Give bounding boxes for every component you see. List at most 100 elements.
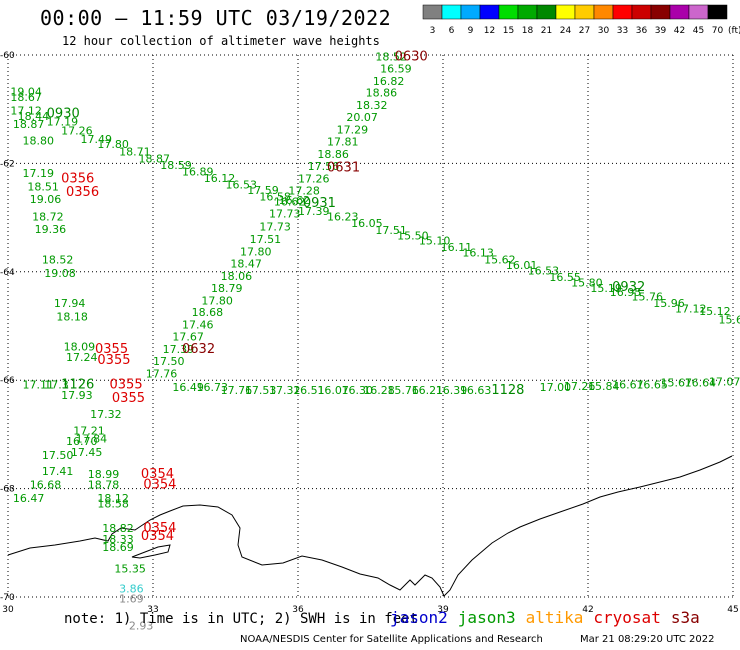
swh-value: 17.93 xyxy=(61,389,93,402)
swh-value: 19.08 xyxy=(44,267,76,280)
swh-value: 17.59 xyxy=(247,184,279,197)
legend-swatch xyxy=(498,4,519,20)
legend-swatch xyxy=(707,4,728,20)
lat-label: -68 xyxy=(0,485,15,495)
legend-label: 21 xyxy=(541,26,552,36)
swh-value: 18.80 xyxy=(23,134,55,147)
legend-label: 33 xyxy=(617,26,628,36)
swh-value: 17.29 xyxy=(337,124,369,137)
legend-swatch xyxy=(612,4,633,20)
legend-swatch xyxy=(441,4,462,20)
legend-label: 24 xyxy=(560,26,572,36)
swh-value: 16.12 xyxy=(204,172,236,185)
legend-label: 27 xyxy=(579,26,590,36)
swh-value: 16.67 xyxy=(612,378,644,391)
swh-value: 16.13 xyxy=(462,247,494,260)
footer-credit: NOAA/NESDIS Center for Satellite Applica… xyxy=(240,634,543,645)
lat-label: -64 xyxy=(0,268,15,278)
swh-value: 15.80 xyxy=(571,276,603,289)
pass-time: 0631 xyxy=(327,161,360,176)
swh-value: 16.47 xyxy=(13,492,45,505)
satellite-name: altika xyxy=(525,608,584,627)
swh-value: 16.28 xyxy=(363,384,395,397)
swh-value: 18.06 xyxy=(221,270,253,283)
pass-time: 0355 xyxy=(110,377,143,392)
legend-swatch xyxy=(460,4,481,20)
legend-label: 30 xyxy=(598,26,610,36)
lat-label: -62 xyxy=(0,159,15,169)
swh-value: 17.94 xyxy=(54,297,86,310)
pass-time: 0354 xyxy=(143,521,176,536)
pass-time: 0932 xyxy=(612,280,645,295)
coastline xyxy=(7,455,733,597)
swh-value: 17.19 xyxy=(47,115,79,128)
swh-value: 16.05 xyxy=(351,217,383,230)
swh-value: 18.33 xyxy=(102,533,134,546)
swh-value: 18.44 xyxy=(18,110,49,123)
swh-value: 17.28 xyxy=(288,184,320,197)
legend-swatch xyxy=(422,4,443,20)
legend-label: 45 xyxy=(693,26,704,36)
swh-value: 16.58 xyxy=(259,190,291,203)
swh-value: 15.19 xyxy=(590,282,622,295)
swh-value: 19.04 xyxy=(10,86,42,99)
swh-value: 18.99 xyxy=(88,468,120,481)
pass-time: 0931 xyxy=(303,196,336,211)
swh-value: 15.76 xyxy=(387,384,419,397)
legend-label: 15 xyxy=(503,26,514,36)
swh-value: 17.50 xyxy=(42,449,73,462)
legend-label: 3 xyxy=(430,26,436,36)
legend-label: 36 xyxy=(636,26,648,36)
swh-value: 15.10 xyxy=(419,235,451,248)
legend-label: 18 xyxy=(522,26,534,36)
swh-value: 15.62 xyxy=(484,254,516,267)
swh-value: 17.80 xyxy=(201,294,233,307)
legend-swatch xyxy=(669,4,690,20)
pass-time: 0354 xyxy=(143,478,176,493)
swh-value: 16.73 xyxy=(197,381,229,394)
swh-value: 18.87 xyxy=(139,152,171,165)
swh-value: 17.00 xyxy=(540,381,572,394)
swh-value: 17.67 xyxy=(172,331,204,344)
pass-time: 0356 xyxy=(66,185,99,200)
swh-value: 17.26 xyxy=(61,125,93,138)
lon-label: 33 xyxy=(147,605,158,615)
swh-value: 16.62 xyxy=(274,196,306,209)
legend-label: 12 xyxy=(484,26,495,36)
swh-value: 17.32 xyxy=(269,384,301,397)
swh-value: 16.95 xyxy=(610,286,642,299)
swh-value: 18.78 xyxy=(88,479,120,492)
swh-value: 17.45 xyxy=(71,446,103,459)
swh-value: 17.12 xyxy=(10,105,42,118)
legend-swatch xyxy=(479,4,500,20)
swh-value: 15.12 xyxy=(699,305,731,318)
swh-value: 17.39 xyxy=(298,205,330,218)
swh-value: 16.82 xyxy=(373,75,405,88)
pass-time: 0930 xyxy=(47,106,80,121)
graticule xyxy=(7,54,734,598)
swh-value: 18.51 xyxy=(27,181,59,194)
axis-labels: -60 -62 -64 -66 -68 -70 30 33 36 39 42 45 xyxy=(0,51,739,615)
swh-value: 16.62 xyxy=(279,194,311,207)
legend-swatch xyxy=(555,4,576,20)
pass-time: 0355 xyxy=(95,342,128,357)
swh-value: 17.73 xyxy=(259,221,291,234)
swh-value: 17.3 xyxy=(44,378,69,391)
legend-swatch xyxy=(688,4,709,20)
legend-swatch xyxy=(593,4,614,20)
lat-label: -66 xyxy=(0,376,15,386)
swh-value: 17.41 xyxy=(42,465,73,478)
swh-value: 18.52 xyxy=(375,50,407,63)
swh-value: 17.39 xyxy=(163,343,195,356)
swh-value: 18.69 xyxy=(102,541,134,554)
swh-value: 18.86 xyxy=(366,87,398,100)
satellite-name: jason2 xyxy=(390,608,448,627)
swh-value: 17.80 xyxy=(240,246,272,259)
swh-value: 16.23 xyxy=(327,210,359,223)
footer-note: note: 1) Time is in UTC; 2) SWH is in fe… xyxy=(64,611,419,627)
pass-time: 0354 xyxy=(141,529,174,544)
satellite-name: jason3 xyxy=(457,608,516,627)
swh-value: 16.55 xyxy=(549,271,581,284)
